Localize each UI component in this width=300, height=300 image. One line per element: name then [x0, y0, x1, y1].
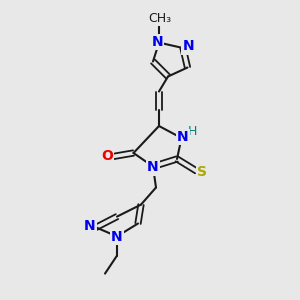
Text: CH₃: CH₃ — [148, 11, 171, 25]
Text: N: N — [84, 220, 96, 233]
Text: N: N — [183, 40, 194, 53]
Text: N: N — [177, 130, 189, 144]
Text: H: H — [188, 125, 198, 139]
Text: N: N — [152, 35, 163, 49]
Text: N: N — [111, 230, 123, 244]
Text: N: N — [147, 160, 159, 174]
Text: O: O — [101, 149, 113, 163]
Text: S: S — [197, 165, 208, 179]
